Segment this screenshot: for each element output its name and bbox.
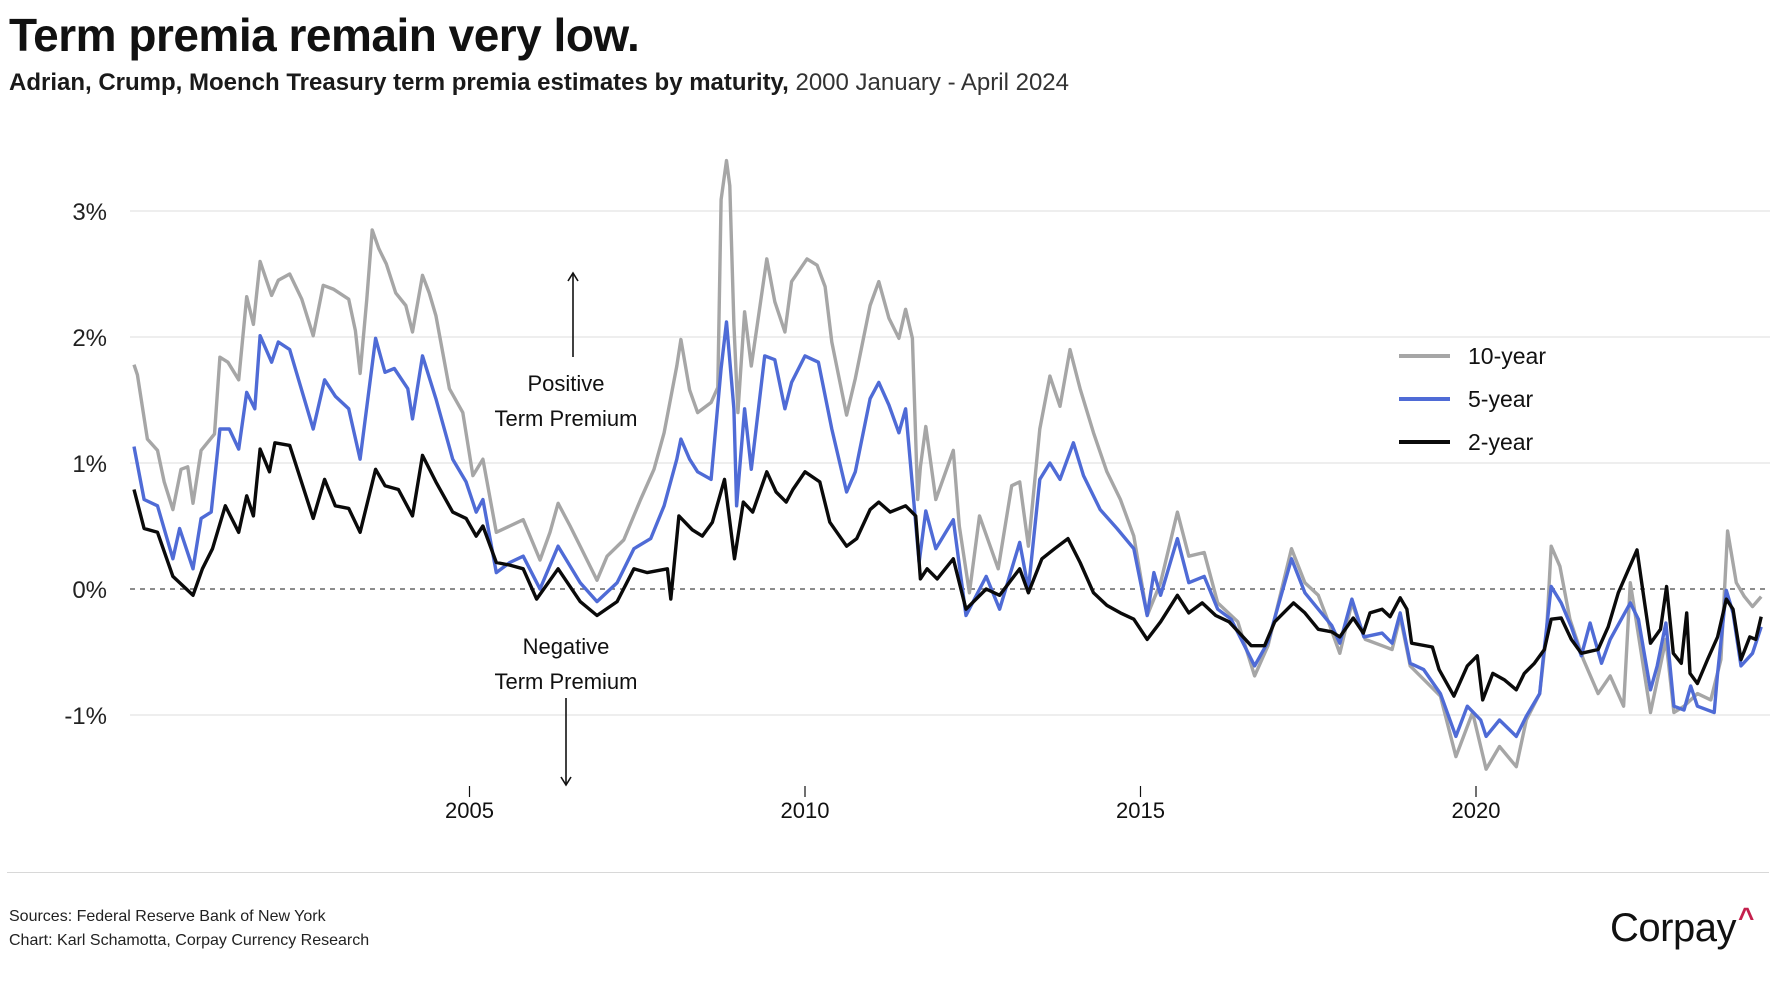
legend-item-2-year[interactable]: 2-year <box>1399 429 1534 455</box>
footer-divider <box>7 872 1769 873</box>
legend-label: 2-year <box>1468 429 1534 455</box>
legend: 10-year 5-year 2-year <box>1399 343 1546 455</box>
source-note: Sources: Federal Reserve Bank of New Yor… <box>9 908 326 925</box>
y-tick-label: 2% <box>72 325 107 352</box>
series-line-2-year <box>132 441 1763 702</box>
x-tick-label: 2015 <box>1116 798 1165 823</box>
y-tick-label: 3% <box>72 199 107 226</box>
chart-title: Term premia remain very low. <box>9 9 640 61</box>
line-chart: 3% 2% 1% 0% -1% 2005 2010 2015 2020 Positive Te… <box>64 158 1770 823</box>
legend-item-10-year[interactable]: 10-year <box>1399 343 1546 369</box>
subtitle-description: Adrian, Crump, Moench Treasury term prem… <box>9 69 789 96</box>
negative-label-line1: Negative <box>523 634 610 659</box>
negative-annotation: Negative Term Premium <box>494 634 638 787</box>
series-line-5-year <box>132 320 1763 739</box>
legend-label: 5-year <box>1468 386 1534 412</box>
logo-text: Corpay <box>1610 906 1736 950</box>
logo-caret-icon: ^ <box>1737 902 1754 933</box>
chart-subtitle: Adrian, Crump, Moench Treasury term prem… <box>9 69 1069 97</box>
y-tick-label: 1% <box>72 451 107 478</box>
x-tick-label: 2020 <box>1452 798 1501 823</box>
gridlines <box>130 210 1770 716</box>
subtitle-date-range: 2000 January - April 2024 <box>788 69 1069 96</box>
x-axis: 2005 2010 2015 2020 <box>445 786 1500 823</box>
positive-label-line1: Positive <box>527 371 604 396</box>
legend-item-5-year[interactable]: 5-year <box>1399 386 1534 412</box>
positive-label-line2: Term Premium <box>494 406 637 431</box>
x-tick-label: 2010 <box>781 798 830 823</box>
chart-credit: Chart: Karl Schamotta, Corpay Currency R… <box>9 932 370 949</box>
y-tick-label: -1% <box>64 703 107 730</box>
x-tick-label: 2005 <box>445 798 494 823</box>
down-arrow-head <box>560 776 572 787</box>
corpay-logo: Corpay^ <box>1610 902 1754 951</box>
series-line-10-year <box>132 158 1763 771</box>
y-axis: 3% 2% 1% 0% -1% <box>64 199 107 730</box>
legend-label: 10-year <box>1468 343 1546 369</box>
series-lines <box>132 158 1763 771</box>
negative-label-line2: Term Premium <box>494 669 637 694</box>
up-arrow-head <box>567 271 579 282</box>
y-tick-label: 0% <box>72 577 107 604</box>
positive-annotation: Positive Term Premium <box>494 271 638 431</box>
